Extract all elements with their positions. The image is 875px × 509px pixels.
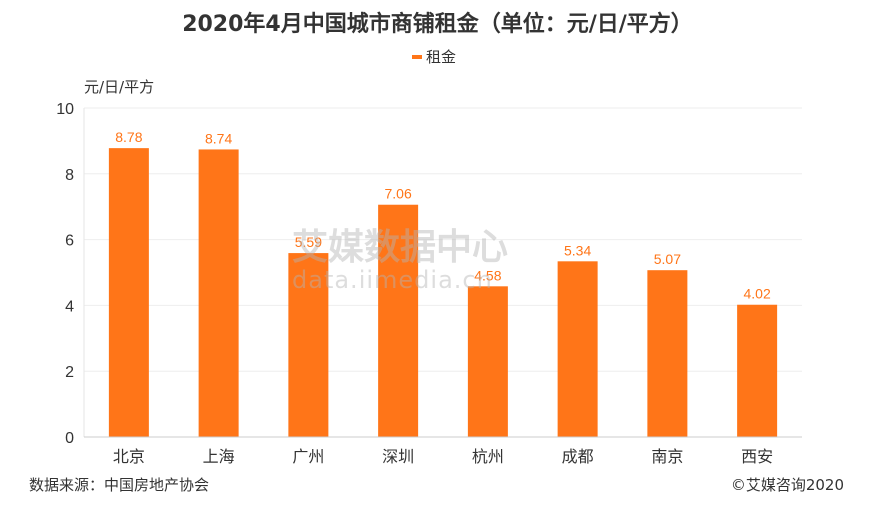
bar [647, 270, 688, 437]
y-tick-label: 2 [65, 364, 74, 381]
bar [378, 204, 419, 437]
x-tick-label: 西安 [741, 447, 773, 466]
x-tick-label: 上海 [203, 447, 235, 466]
chart-title: 2020年4月中国城市商铺租金（单位：元/日/平方） [182, 12, 693, 37]
data-label: 5.59 [295, 234, 322, 250]
data-label: 8.78 [115, 129, 142, 145]
copyright: ©艾媒咨询2020 [730, 476, 844, 494]
data-label: 8.74 [205, 130, 232, 146]
x-tick-label: 南京 [651, 447, 683, 466]
bar [467, 286, 508, 437]
y-axis-label: 元/日/平方 [84, 78, 155, 96]
data-label: 4.02 [744, 286, 771, 302]
y-tick-label: 10 [56, 101, 74, 118]
x-tick-label: 杭州 [472, 447, 504, 466]
x-tick-label: 深圳 [382, 447, 414, 466]
source-note: 数据来源：中国房地产协会 [29, 476, 210, 494]
data-label: 7.06 [385, 186, 412, 202]
data-label: 4.58 [474, 267, 501, 283]
x-tick-label: 北京 [113, 447, 145, 466]
bar [288, 253, 329, 437]
y-tick-label: 4 [65, 298, 74, 315]
data-label: 5.34 [564, 242, 591, 258]
x-tick-label: 广州 [292, 447, 324, 466]
bar [198, 149, 239, 438]
bar [108, 148, 149, 437]
legend-item[interactable]: 租金 [412, 46, 456, 67]
data-label: 5.07 [654, 251, 681, 267]
bar [557, 261, 598, 437]
legend-label: 租金 [426, 48, 457, 66]
x-tick-label: 成都 [562, 447, 594, 466]
bar [737, 304, 778, 437]
y-tick-label: 0 [65, 430, 74, 447]
y-tick-label: 6 [65, 233, 74, 250]
watermark: 艾媒数据中心 data.iimedia.cn [292, 227, 509, 294]
legend-swatch [412, 54, 422, 59]
y-tick-label: 8 [65, 167, 74, 184]
